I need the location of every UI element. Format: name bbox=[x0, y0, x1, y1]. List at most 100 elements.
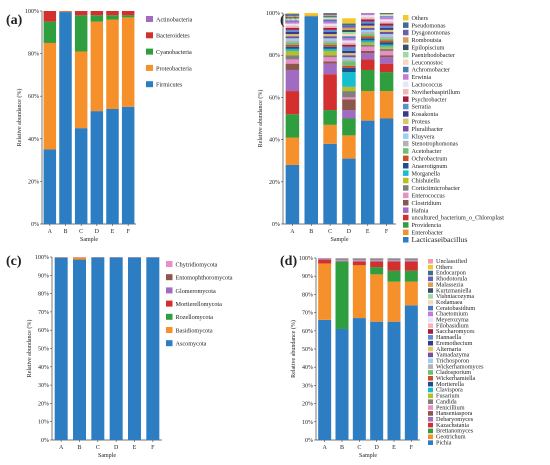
legend-swatch bbox=[403, 237, 409, 243]
bar-segment-D-2 bbox=[90, 15, 104, 22]
legend-swatch bbox=[403, 192, 409, 199]
bar-segment-C-22 bbox=[323, 21, 337, 24]
x-tick-label: E bbox=[133, 445, 137, 451]
bar-segment-C-24 bbox=[323, 18, 337, 20]
bar-segment-D-5 bbox=[342, 99, 356, 111]
bar-segment-E-20 bbox=[361, 17, 375, 20]
legend-label: Others bbox=[412, 15, 429, 22]
legend-label: Meyerozyma bbox=[436, 317, 469, 324]
bar-segment-F-10 bbox=[379, 42, 394, 45]
bar-segment-C-4 bbox=[352, 260, 366, 262]
legend-swatch bbox=[166, 300, 173, 307]
legend-label: Unclassified bbox=[436, 258, 468, 265]
bar-segment-D-8 bbox=[342, 86, 356, 92]
legend-label: Basidiomycota bbox=[176, 327, 213, 334]
bar-segment-D-26 bbox=[342, 29, 356, 32]
legend-swatch bbox=[403, 103, 409, 110]
bar-segment-D-2 bbox=[370, 267, 384, 275]
x-axis-label: Sample bbox=[80, 237, 98, 243]
bar-segment-A-22 bbox=[285, 21, 300, 24]
x-axis-label: Sample bbox=[98, 453, 116, 459]
bar-segment-F-1 bbox=[379, 91, 394, 119]
panel-d: (d) 0% 10% 20% 30% 40% 50% 60% 70% 80% 90% 100% Rela… bbox=[280, 254, 484, 459]
y-tick-label: 10% bbox=[302, 420, 313, 426]
legend-swatch bbox=[146, 48, 153, 55]
legend-label: Providencia bbox=[412, 222, 442, 229]
bar-segment-A-6 bbox=[285, 59, 300, 64]
legend-label: Kurtzmaniella bbox=[436, 287, 472, 294]
legend-label: Hafnia bbox=[412, 207, 429, 214]
legend-swatch bbox=[428, 416, 433, 422]
bar-segment-C-20 bbox=[323, 25, 337, 28]
bar-segment-B-2 bbox=[335, 261, 349, 329]
bar-segment-A-21 bbox=[285, 23, 300, 26]
bar-segment-F-22 bbox=[379, 17, 394, 20]
legend-label: Chytridiomycota bbox=[176, 261, 218, 268]
bar-segment-A-27 bbox=[285, 16, 300, 18]
bar-segment-E-6 bbox=[361, 46, 375, 51]
legend-swatch bbox=[146, 81, 153, 88]
legend-label: Proteus bbox=[412, 119, 431, 126]
legend-label: Candida bbox=[436, 398, 457, 405]
bar-segment-E-7 bbox=[361, 44, 375, 47]
bar-segment-E-12 bbox=[361, 34, 375, 37]
y-tick-label: 40% bbox=[269, 138, 280, 144]
bar-segment-D-1 bbox=[370, 274, 384, 322]
legend-label: Cyanobacteria bbox=[156, 49, 192, 56]
bar-segment-D-20 bbox=[342, 42, 356, 45]
legend-label: Noviherbaspirillum bbox=[412, 89, 461, 96]
bar-segment-E-2 bbox=[361, 69, 375, 92]
legend-label: Vishniacozyma bbox=[436, 293, 474, 300]
x-tick-label: B bbox=[63, 229, 67, 235]
bar-segment-C-2 bbox=[323, 110, 337, 125]
legend: UnclassifiedOthersEndocarponRhodotorulaM… bbox=[428, 258, 484, 446]
y-axis-label: Relative abundance (%) bbox=[257, 90, 264, 148]
bar-segment-C-5 bbox=[323, 61, 337, 64]
legend-swatch bbox=[166, 340, 173, 347]
bar-segment-A-28 bbox=[285, 15, 300, 17]
bar-segment-E-9 bbox=[361, 40, 375, 43]
bar-segment-A-1 bbox=[285, 137, 300, 165]
x-tick-label: A bbox=[290, 229, 295, 235]
bar-segment-E-1 bbox=[387, 281, 401, 322]
bar-segment-D-6 bbox=[342, 97, 356, 100]
legend-swatch bbox=[403, 44, 409, 51]
bar-segment-F-25 bbox=[379, 14, 394, 16]
legend-label: Geotrichum bbox=[436, 434, 466, 441]
y-tick-label: 0% bbox=[31, 222, 39, 228]
bar-segment-C-23 bbox=[323, 19, 337, 22]
legend-label: Ascomycota bbox=[176, 341, 207, 348]
bar-segment-A-10 bbox=[285, 46, 300, 49]
bar-segment-C-19 bbox=[323, 27, 337, 30]
legend-swatch bbox=[403, 118, 409, 125]
legend-swatch bbox=[403, 15, 409, 21]
legend-swatch bbox=[403, 214, 409, 221]
bar-segment-E-0 bbox=[106, 108, 119, 224]
y-tick-label: 50% bbox=[302, 347, 313, 353]
bar-segment-D-22 bbox=[342, 38, 356, 41]
legend-swatch bbox=[403, 200, 409, 206]
bar-segment-D-25 bbox=[342, 31, 356, 35]
bar-segment-D-3 bbox=[90, 11, 104, 16]
x-tick-label: A bbox=[322, 445, 327, 451]
legend-swatch bbox=[403, 66, 409, 73]
legend-label: Rozellomycota bbox=[176, 314, 214, 321]
x-tick-label: F bbox=[126, 229, 130, 235]
bar-segment-E-16 bbox=[361, 25, 375, 28]
legend-swatch bbox=[428, 317, 433, 323]
legend-swatch bbox=[146, 16, 153, 22]
bar-segment-A-14 bbox=[285, 38, 300, 41]
legend-swatch bbox=[428, 346, 433, 352]
bar-segment-E-0 bbox=[128, 257, 141, 440]
legend-label: Debaryomyces bbox=[436, 416, 474, 423]
legend-swatch bbox=[403, 170, 409, 176]
x-tick-label: F bbox=[151, 445, 155, 451]
legend-label: Enterobacter bbox=[412, 230, 444, 237]
bar-segment-D-19 bbox=[342, 44, 356, 47]
bar-segment-A-5 bbox=[285, 63, 300, 70]
legend-swatch bbox=[403, 111, 409, 117]
legend-swatch bbox=[428, 399, 433, 404]
bar-segment-F-2 bbox=[404, 270, 418, 282]
bar-segment-A-3 bbox=[43, 11, 57, 22]
panel-a: (a) 0% 20% 40% 60% 80% 100% Relative abundance … bbox=[6, 9, 193, 243]
